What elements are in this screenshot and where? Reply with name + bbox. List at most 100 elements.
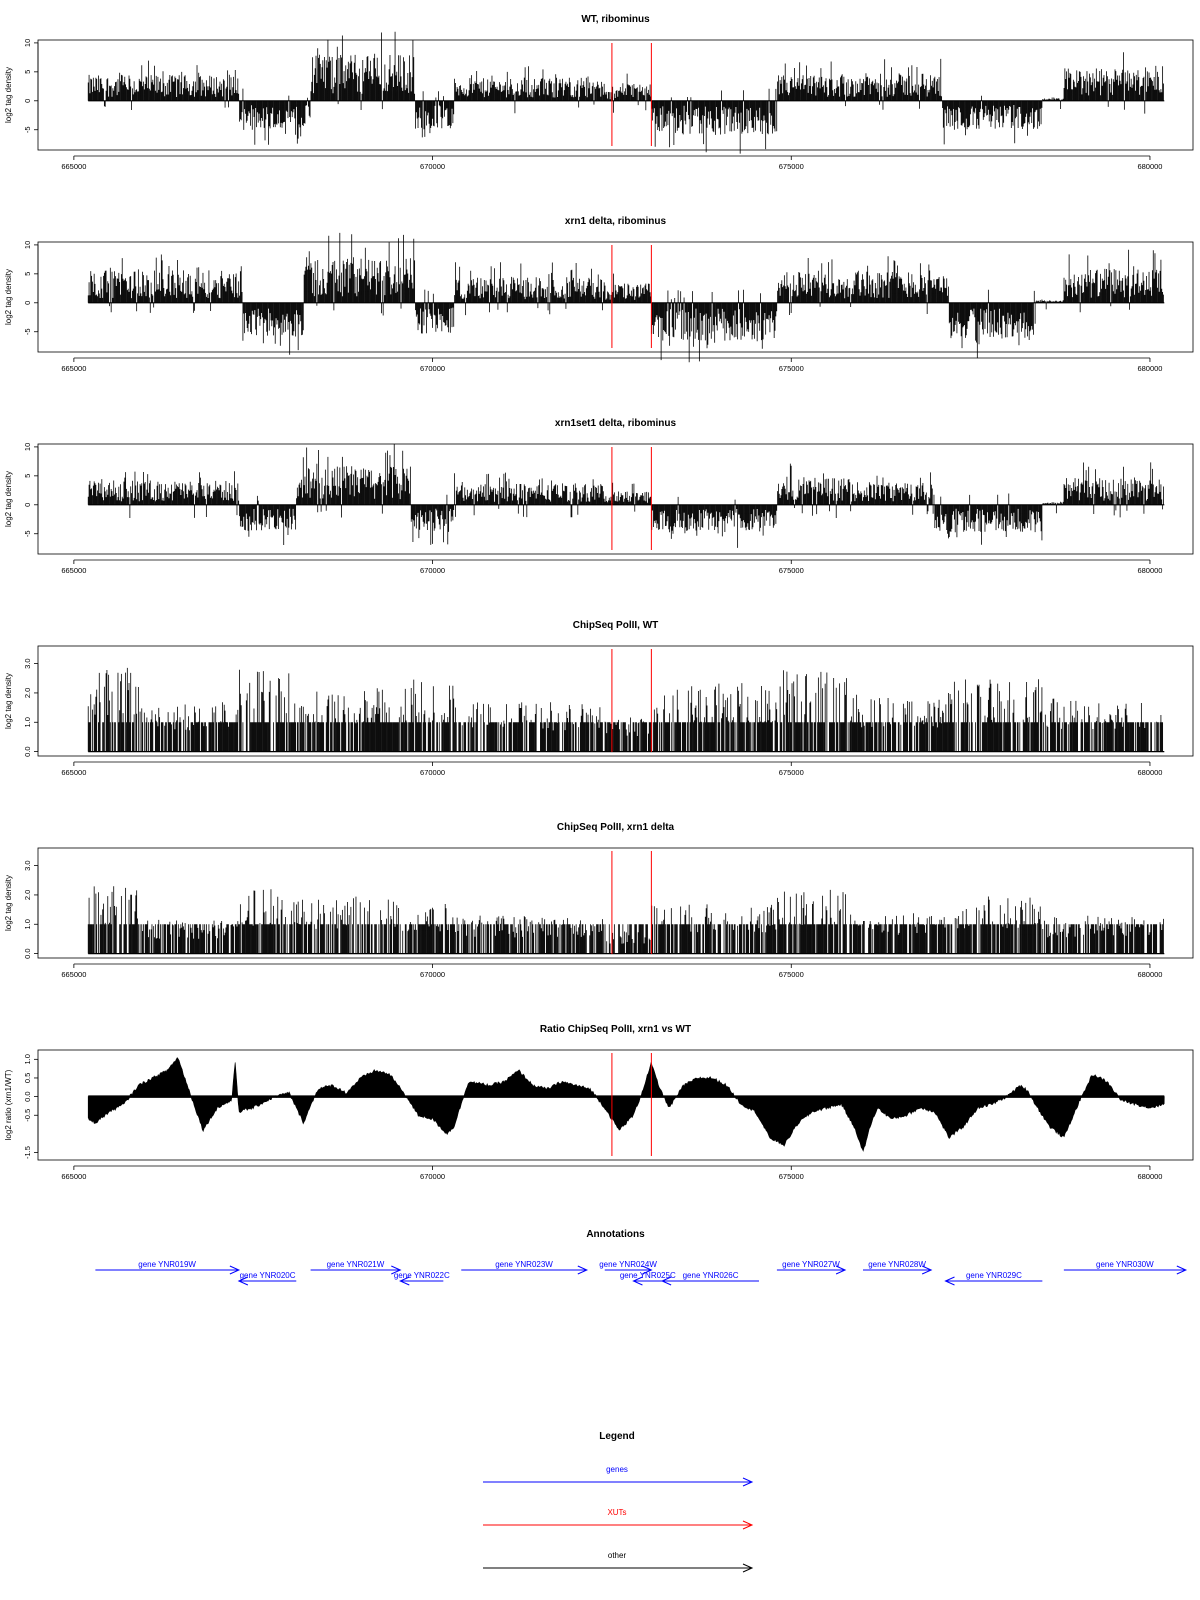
- legend-title: Legend: [599, 1431, 635, 1442]
- gene-arrow-head: [642, 1265, 653, 1275]
- y-tick-label: 10: [23, 443, 32, 451]
- y-tick-label: 1.0: [23, 717, 32, 727]
- signal-bars: [87, 444, 1164, 548]
- x-tick-label: 665000: [61, 768, 86, 777]
- x-axis: 665000 670000 675000 680000: [61, 357, 1162, 373]
- y-axis: 10 5 0 -5 log2 tag density: [4, 241, 39, 335]
- y-axis: 3.0 2.0 1.0 0.0 log2 tag density: [4, 658, 39, 757]
- gene-label: gene YNR027W: [782, 1260, 840, 1269]
- y-axis-label: log2 tag density: [4, 471, 13, 527]
- gene-label: gene YNR022C: [394, 1271, 450, 1280]
- x-tick-label: 665000: [61, 1172, 86, 1181]
- gene-annotation: gene YNR022C: [394, 1271, 450, 1286]
- y-tick-label: 5: [23, 272, 32, 276]
- gene-arrow-head: [1176, 1265, 1188, 1275]
- gene-arrow-head: [632, 1276, 643, 1286]
- y-axis-label: log2 tag density: [4, 673, 13, 729]
- y-axis-label: log2 ratio (xrn1/WT): [4, 1069, 13, 1140]
- y-tick-label: 0.5: [23, 1073, 32, 1083]
- x-tick-label: 670000: [420, 768, 445, 777]
- legend-label-other: other: [608, 1551, 627, 1560]
- x-tick-label: 680000: [1137, 768, 1162, 777]
- gene-label: gene YNR030W: [1096, 1260, 1154, 1269]
- x-tick-label: 665000: [61, 566, 86, 575]
- gene-annotation: gene YNR029C: [944, 1271, 1043, 1286]
- x-tick-label: 680000: [1137, 162, 1162, 171]
- data-series: [87, 232, 1165, 363]
- legend-label-genes: genes: [606, 1465, 628, 1474]
- panel-4: ChipSeq PolII, WT 3.0 2.0 1.0 0.0 log2 tag de…: [4, 620, 1194, 777]
- x-tick-label: 670000: [420, 364, 445, 373]
- gene-label: gene YNR024W: [599, 1260, 657, 1269]
- y-tick-label: 1.0: [23, 1054, 32, 1064]
- y-tick-label: 0.0: [23, 746, 32, 756]
- y-tick-label: -5: [23, 530, 32, 537]
- gene-annotation: gene YNR019W: [95, 1260, 241, 1275]
- x-tick-label: 675000: [779, 1172, 804, 1181]
- y-tick-label: 0: [23, 301, 32, 305]
- gene-annotation: gene YNR030W: [1063, 1260, 1188, 1275]
- x-axis: 665000 670000 675000 680000: [61, 1165, 1162, 1181]
- y-tick-label: 2.0: [23, 890, 32, 900]
- gene-annotation: gene YNR020C: [237, 1271, 297, 1286]
- signal-bars: [87, 886, 1164, 954]
- gene-label: gene YNR020C: [240, 1271, 296, 1280]
- y-tick-label: 5: [23, 474, 32, 478]
- gene-annotation: gene YNR027W: [776, 1260, 847, 1275]
- legend: Legend genes XUTs other: [483, 1431, 754, 1573]
- x-tick-label: 665000: [61, 364, 86, 373]
- gene-arrow-head: [944, 1276, 955, 1286]
- x-tick-label: 675000: [779, 768, 804, 777]
- gene-annotation: gene YNR028W: [863, 1260, 933, 1275]
- y-axis-label: log2 tag density: [4, 67, 13, 123]
- y-tick-label: 10: [23, 39, 32, 47]
- data-series: [87, 1057, 1165, 1152]
- panel-1: WT, ribominus 10 5 0 -5 log2 tag density 66500…: [4, 14, 1194, 171]
- panel-6: Ratio ChipSeq PolII, xrn1 vs WT 1.0 0.5 0.0…: [4, 1024, 1194, 1181]
- x-axis: 665000 670000 675000 680000: [61, 963, 1162, 979]
- x-axis: 665000 670000 675000 680000: [61, 155, 1162, 171]
- legend-arrow-xuts-head: [742, 1520, 754, 1530]
- y-tick-label: 2.0: [23, 688, 32, 698]
- ratio-area: [87, 1057, 1165, 1152]
- y-tick-label: 0: [23, 503, 32, 507]
- y-axis-label: log2 tag density: [4, 875, 13, 931]
- gene-arrow-head: [577, 1265, 589, 1275]
- y-axis: 10 5 0 -5 log2 tag density: [4, 443, 39, 537]
- panel-title: xrn1 delta, ribominus: [565, 216, 667, 227]
- gene-label: gene YNR026C: [683, 1271, 739, 1280]
- gene-annotation: gene YNR026C: [660, 1271, 759, 1286]
- x-tick-label: 680000: [1137, 970, 1162, 979]
- panel-5: ChipSeq PolII, xrn1 delta 3.0 2.0 1.0 0.0 log…: [4, 822, 1194, 979]
- x-tick-label: 680000: [1137, 364, 1162, 373]
- y-tick-label: -1.5: [23, 1146, 32, 1159]
- legend-label-xuts: XUTs: [607, 1508, 626, 1517]
- gene-label: gene YNR021W: [327, 1260, 385, 1269]
- panel-title: WT, ribominus: [581, 14, 650, 25]
- signal-bars: [87, 667, 1164, 752]
- gene-arrow-head: [237, 1276, 249, 1286]
- panel-title: ChipSeq PolII, xrn1 delta: [557, 822, 675, 833]
- x-tick-label: 665000: [61, 970, 86, 979]
- gene-arrow-head: [835, 1265, 847, 1275]
- legend-arrow-genes-head: [742, 1477, 754, 1487]
- x-tick-label: 675000: [779, 162, 804, 171]
- y-tick-label: 1.0: [23, 919, 32, 929]
- y-tick-label: -0.5: [23, 1109, 32, 1122]
- y-axis: 1.0 0.5 0.0 -0.5 -1.5 log2 ratio (xrn1/WT): [4, 1054, 39, 1159]
- annotations-title: Annotations: [586, 1229, 645, 1240]
- x-axis: 665000 670000 675000 680000: [61, 761, 1162, 777]
- y-tick-label: -5: [23, 126, 32, 133]
- panel-title: ChipSeq PolII, WT: [573, 620, 659, 631]
- gene-annotation: gene YNR025C: [620, 1271, 676, 1286]
- y-tick-label: -5: [23, 328, 32, 335]
- x-tick-label: 675000: [779, 566, 804, 575]
- gene-label: gene YNR019W: [138, 1260, 196, 1269]
- y-axis-label: log2 tag density: [4, 269, 13, 325]
- data-series: [87, 444, 1165, 548]
- legend-arrow-other-head: [742, 1563, 754, 1573]
- x-tick-label: 680000: [1137, 566, 1162, 575]
- gene-label: gene YNR023W: [495, 1260, 553, 1269]
- y-axis: 3.0 2.0 1.0 0.0 log2 tag density: [4, 860, 39, 959]
